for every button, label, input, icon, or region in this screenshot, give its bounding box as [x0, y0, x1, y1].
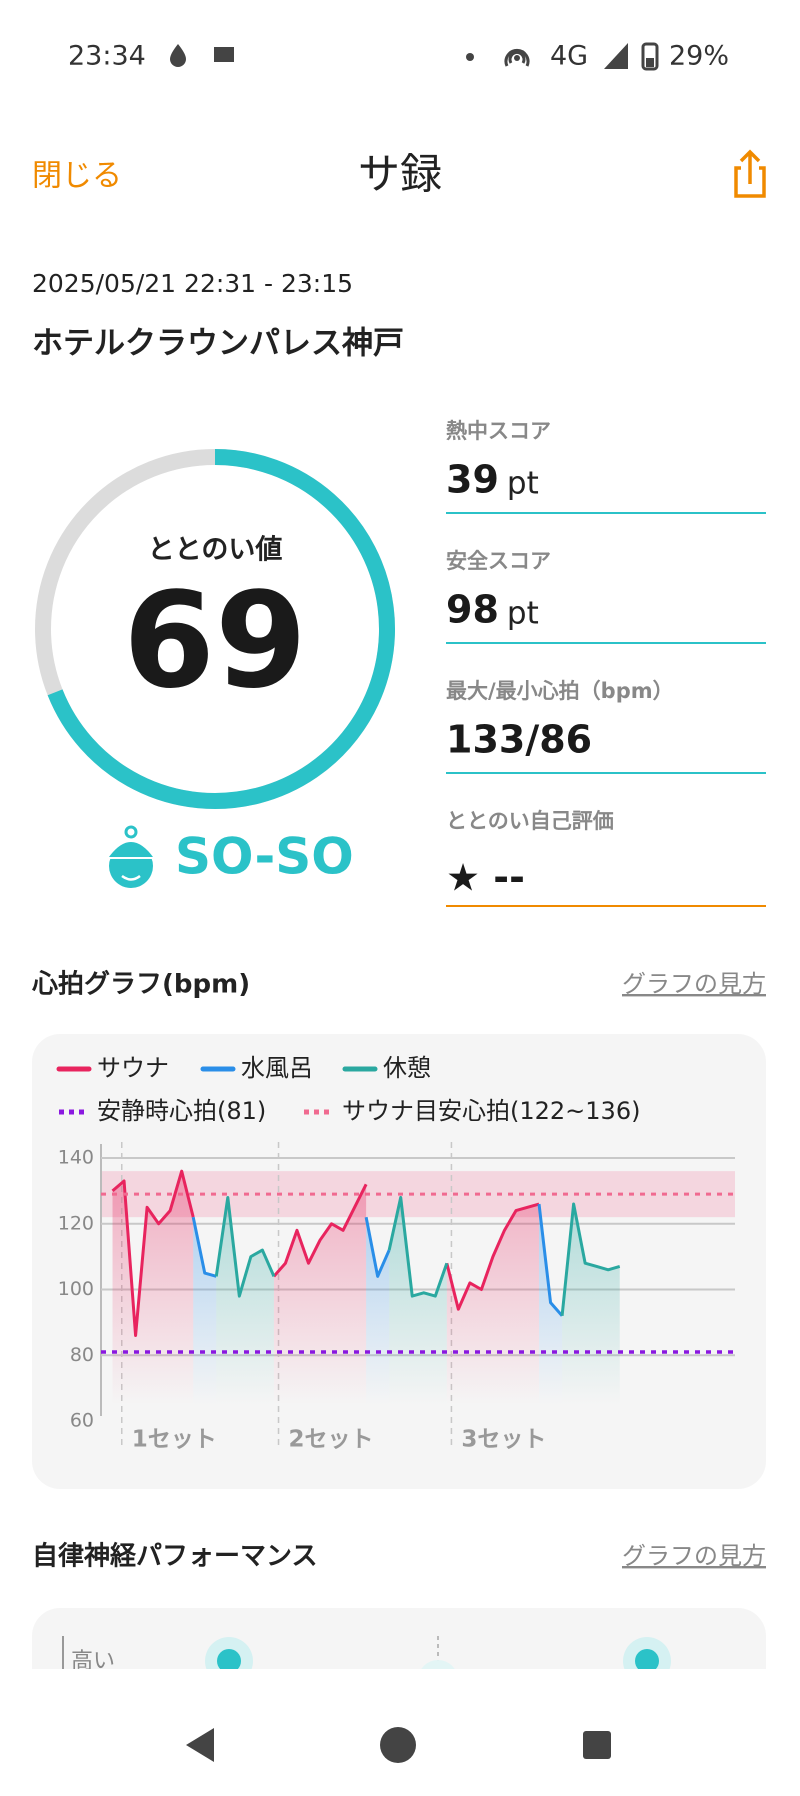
rating-icon — [105, 825, 157, 888]
status-icon — [214, 47, 234, 62]
y-tick-label: 140 — [58, 1147, 94, 1169]
close-button[interactable]: 閉じる — [32, 159, 122, 194]
nav-back[interactable] — [186, 1728, 214, 1762]
set-label: 2セット — [289, 1427, 374, 1453]
y-tick-label: 120 — [58, 1212, 94, 1234]
gauge-arc — [47, 449, 395, 809]
help-link[interactable]: グラフの見方 — [622, 970, 766, 998]
legend-label: サウナ — [97, 1054, 169, 1082]
score-unit: pt — [507, 596, 539, 632]
status-time: 23:34 — [68, 41, 146, 72]
y-tick-label: 60 — [70, 1410, 94, 1432]
status-icon — [170, 44, 186, 67]
status-icon — [504, 48, 530, 67]
series-area — [112, 1171, 540, 1405]
legend-label: 休憩 — [383, 1054, 431, 1082]
status-network: 4G — [550, 41, 588, 72]
indicator — [217, 1649, 241, 1673]
status-battery: 29% — [669, 41, 729, 72]
gauge-value: 69 — [123, 564, 307, 718]
page-title: サ録 — [358, 150, 442, 199]
series-line — [191, 1203, 564, 1317]
score-label: 熱中スコア — [446, 419, 551, 443]
series-line — [214, 1195, 621, 1316]
set-label: 3セット — [461, 1427, 546, 1453]
y-tick-label: 80 — [70, 1344, 94, 1366]
session-datetime: 2025/05/21 22:31 - 23:15 — [32, 269, 353, 298]
status-icon — [646, 58, 654, 67]
set-label: 1セット — [132, 1427, 217, 1453]
status-icon — [514, 55, 520, 61]
series-area — [216, 1197, 620, 1405]
y-tick-label: 100 — [58, 1278, 94, 1300]
share-button[interactable] — [734, 149, 766, 198]
nav-home[interactable] — [380, 1727, 416, 1763]
rating: SO-SO — [175, 828, 354, 886]
help-link[interactable]: グラフの見方 — [622, 1542, 766, 1570]
legend-label: 安静時心拍(81) — [97, 1097, 266, 1125]
series-line — [111, 1169, 540, 1338]
status-icon — [604, 43, 628, 69]
score-label: 最大/最小心拍（bpm） — [446, 679, 674, 703]
status-icon — [466, 53, 474, 61]
nav-recents[interactable] — [583, 1731, 611, 1759]
section-title: 自律神経パフォーマンス — [32, 1541, 317, 1572]
score-value: 98 — [446, 588, 499, 632]
section-title: 心拍グラフ(bpm) — [31, 970, 250, 1000]
target-band — [101, 1171, 735, 1218]
score-value: 133/86 — [446, 718, 592, 762]
status-icon — [641, 42, 659, 71]
score-value: ★ -- — [446, 856, 525, 900]
score-label: ととのい自己評価 — [446, 809, 614, 833]
score-unit: pt — [507, 466, 539, 502]
indicator — [635, 1649, 659, 1673]
gauge-label: ととのい値 — [148, 535, 283, 566]
session-place: ホテルクラウンパレス神戸 — [32, 326, 404, 362]
series-area — [193, 1204, 563, 1405]
score-label: 安全スコア — [446, 549, 551, 573]
score-value: 39 — [446, 458, 499, 502]
legend-label: 水風呂 — [241, 1054, 313, 1082]
legend-label: サウナ目安心拍(122~136) — [342, 1097, 640, 1125]
